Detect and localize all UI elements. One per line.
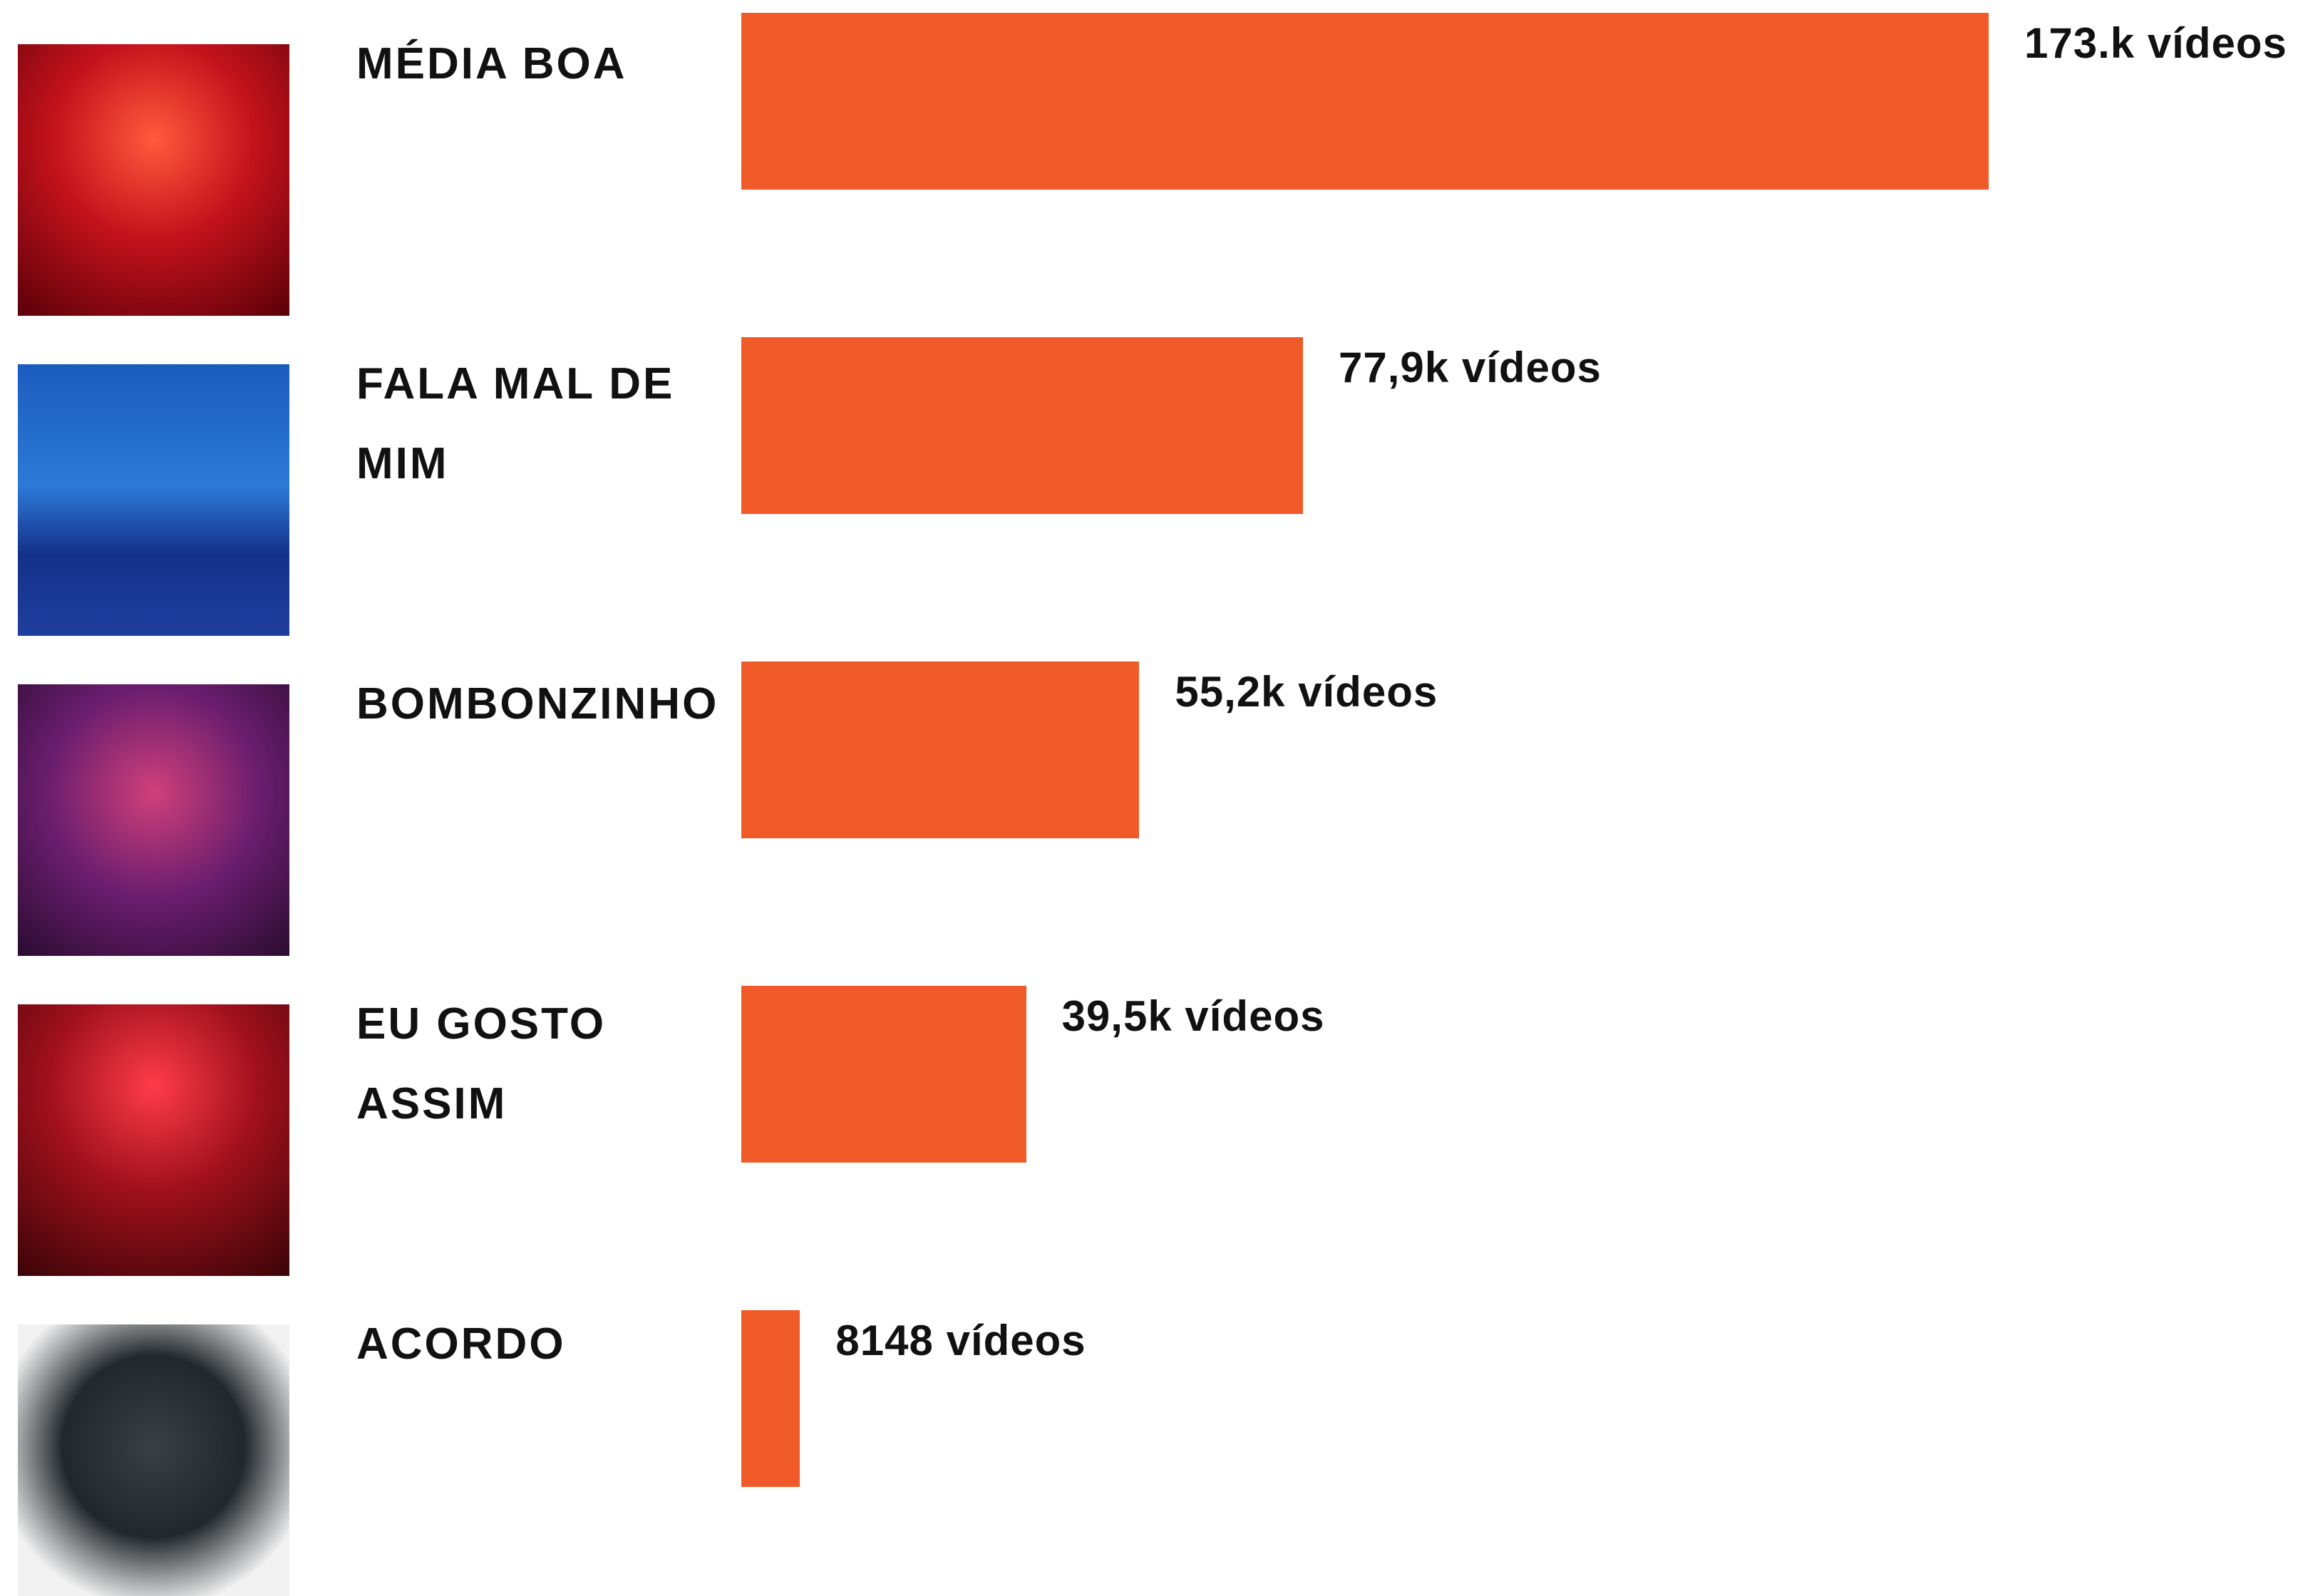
category-label: FALA MAL DE MIM [356,359,675,488]
category-label: ACORDO [356,1319,566,1369]
category-label: MÉDIA BOA [356,39,627,88]
value-label: 8148 vídeos [835,1317,1086,1364]
bar [741,337,1303,514]
bar [741,661,1140,838]
album-cover [18,364,289,636]
album-cover [18,684,289,956]
album-cover [18,1324,289,1596]
value-label: 173.k vídeos [2024,19,2287,67]
category-label: BOMBONZINHO [356,679,719,729]
value-label: 39,5k vídeos [1061,992,1325,1040]
category-label: EU GOSTO ASSIM [356,999,607,1128]
album-cover [18,1004,289,1276]
bar [741,986,1026,1163]
bar [741,13,1989,190]
value-label: 55,2k vídeos [1175,668,1438,716]
bar [741,1310,800,1487]
album-cover [18,44,289,316]
value-label: 77,9k vídeos [1339,344,1602,391]
